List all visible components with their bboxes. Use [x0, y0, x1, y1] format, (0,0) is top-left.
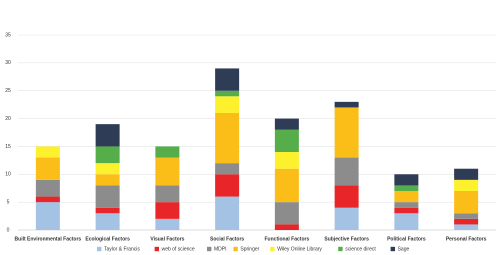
bar-segment: [394, 174, 419, 186]
bar-segment: [334, 157, 359, 186]
bar-segment: [394, 213, 419, 230]
bar-segment: [334, 185, 359, 208]
bar-segment: [274, 152, 299, 169]
legend-label: Springer: [240, 246, 259, 252]
x-tick-label: Subjective Factors: [324, 236, 369, 242]
bar-segment: [334, 207, 359, 230]
y-tick-label: 5: [7, 199, 10, 205]
bar-segment: [215, 68, 240, 91]
legend-swatch: [233, 246, 238, 252]
x-tick-label: Political Factors: [387, 236, 426, 242]
bar-segment: [454, 179, 479, 191]
bar-segment: [35, 179, 60, 197]
bar-segment: [394, 202, 419, 208]
bar-segment: [274, 202, 299, 225]
x-tick-label: Visual Factors: [150, 236, 184, 242]
y-tick-label: 25: [5, 88, 11, 94]
legend-label: Taylor & Francis: [104, 246, 140, 252]
legend-swatch: [270, 246, 275, 252]
legend-swatch: [97, 246, 102, 252]
legend-swatch: [338, 246, 343, 252]
bar-segment: [95, 207, 120, 214]
legend-label: Sage: [398, 246, 410, 252]
legend-label: science direct: [345, 246, 376, 252]
bar-segment: [155, 146, 180, 158]
bar-segment: [35, 146, 60, 158]
bar-segment: [454, 191, 479, 214]
bar-segment: [35, 157, 60, 180]
legend-swatch: [390, 246, 395, 252]
legend-swatch: [207, 246, 212, 252]
bar-segment: [35, 202, 60, 230]
bar-segment: [155, 185, 180, 203]
bar-segment: [394, 191, 419, 203]
y-tick-label: 30: [5, 60, 11, 66]
legend-label: Wiley Online Library: [277, 246, 322, 252]
bar-segment: [274, 129, 299, 152]
bar-segment: [215, 196, 240, 230]
bar-segment: [95, 213, 120, 230]
bar-segment: [334, 101, 359, 108]
bar-segment: [215, 163, 240, 175]
bar-segment: [454, 168, 479, 180]
bar-segment: [274, 168, 299, 203]
y-tick-label: 15: [5, 144, 11, 150]
bar-segment: [155, 202, 180, 219]
bar-segment: [95, 124, 120, 147]
y-tick-label: 0: [7, 227, 10, 233]
bar-segment: [454, 224, 479, 230]
bar-segment: [215, 96, 240, 113]
legend-swatch: [154, 246, 159, 252]
x-tick-label: Ecological Factors: [85, 236, 130, 242]
x-tick-label: Built Environmental Factors: [15, 236, 82, 242]
bar-segment: [95, 185, 120, 208]
bar-segment: [155, 218, 180, 230]
y-tick-label: 35: [5, 32, 11, 38]
bar-segment: [394, 185, 419, 191]
bar-segment: [454, 213, 479, 219]
y-tick-label: 10: [5, 172, 11, 178]
x-tick-label: Social Factors: [210, 236, 244, 242]
bar-segment: [274, 118, 299, 130]
bar-segment: [454, 218, 479, 225]
bar-segment: [394, 207, 419, 214]
bar-segment: [334, 107, 359, 158]
x-tick-label: Personal Factors: [446, 236, 487, 242]
bar-segment: [155, 157, 180, 186]
bar-segment: [95, 174, 120, 186]
legend-label: web of science: [162, 246, 195, 252]
bar-segment: [95, 146, 120, 164]
legend-label: MDPI: [214, 246, 227, 252]
y-tick-label: 20: [5, 116, 11, 122]
bar-segment: [274, 224, 299, 230]
x-tick-label: Functional Factors: [265, 236, 310, 242]
bar-segment: [35, 196, 60, 203]
bar-segment: [95, 163, 120, 175]
bar-segment: [215, 90, 240, 97]
bar-segment: [215, 174, 240, 197]
bar-segment: [215, 113, 240, 164]
